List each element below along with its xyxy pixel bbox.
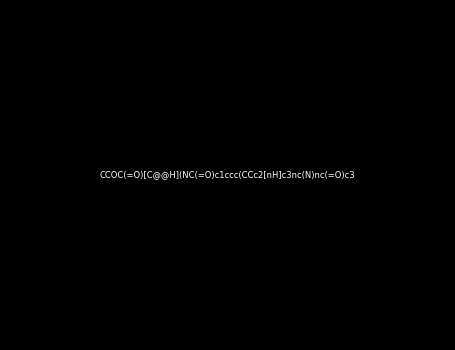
Text: CCOC(=O)[C@@H](NC(=O)c1ccc(CCc2[nH]c3nc(N)nc(=O)c3: CCOC(=O)[C@@H](NC(=O)c1ccc(CCc2[nH]c3nc(… [100,170,355,180]
